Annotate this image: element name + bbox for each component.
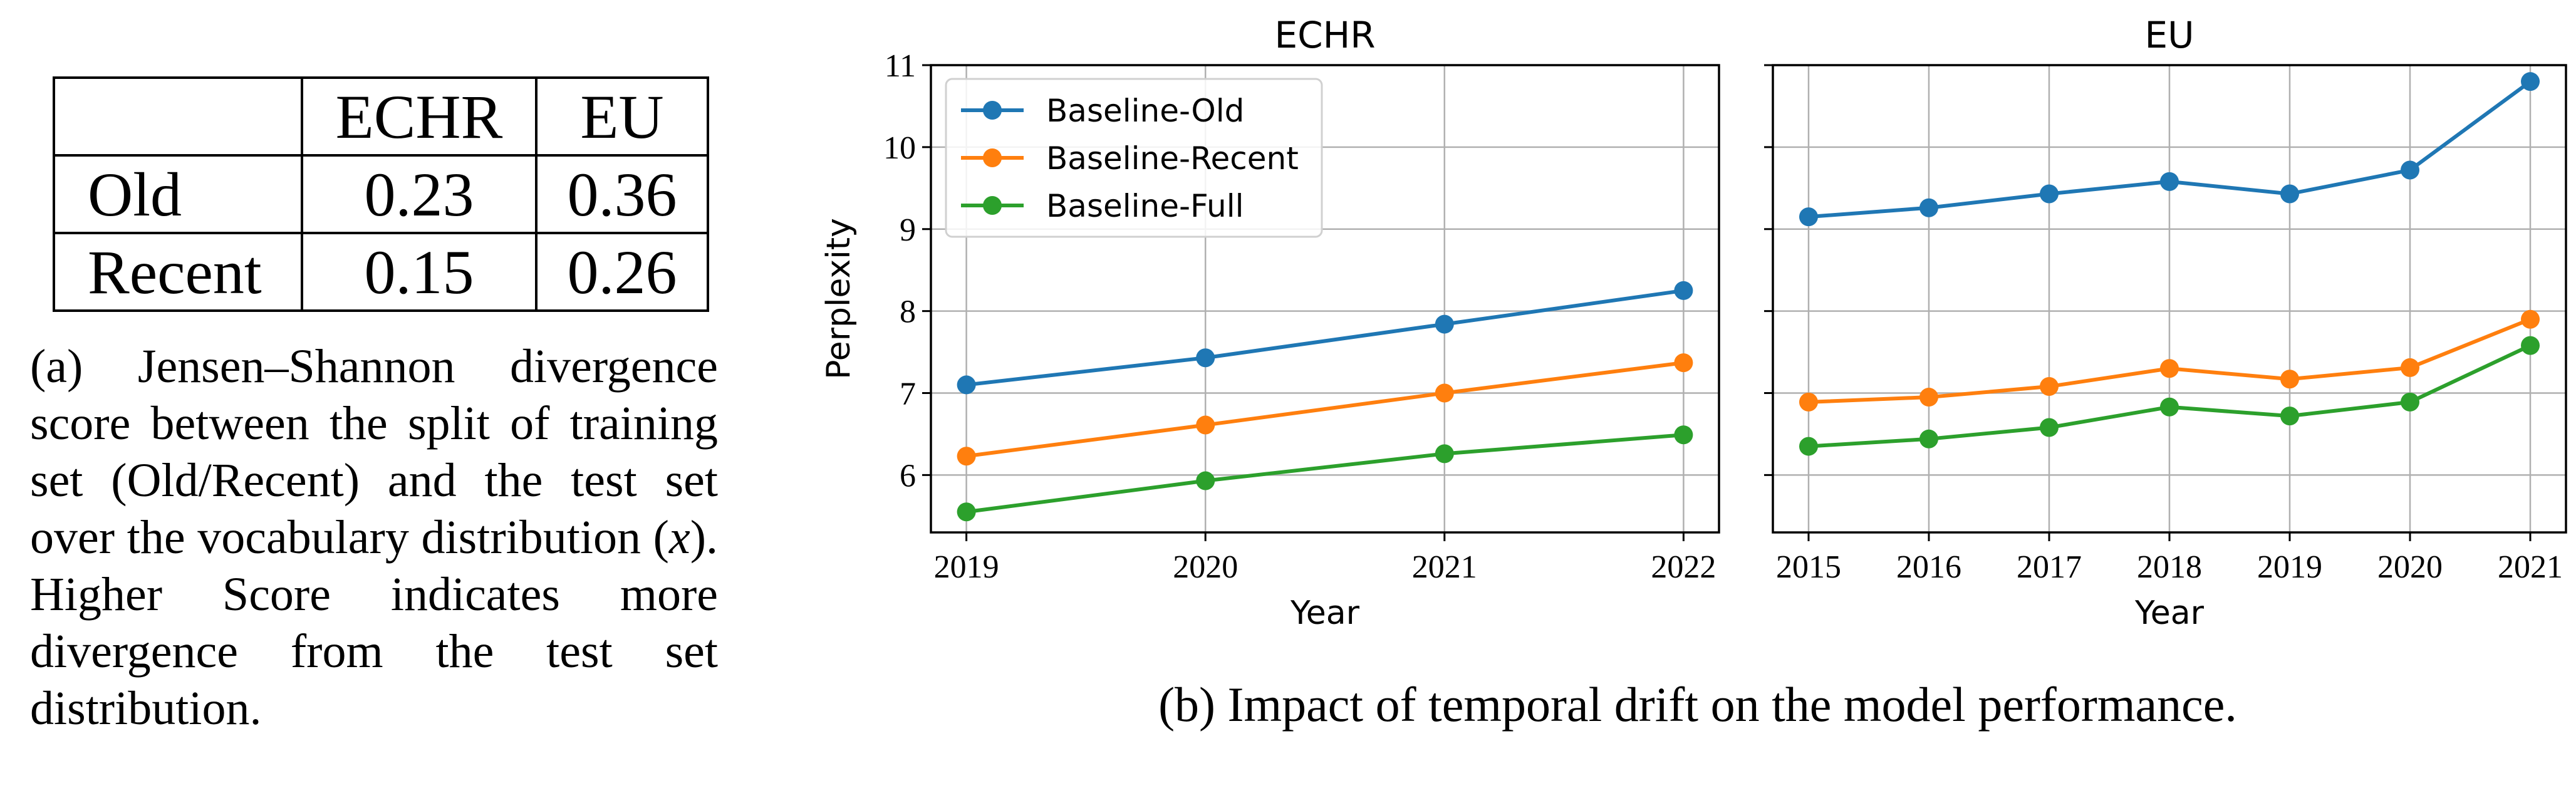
data-point — [1919, 429, 1938, 448]
chart-panel-echr: 2019 2020 2021 2022 6 7 8 9 10 11 ECHR Year Perplexi… — [820, 14, 1720, 632]
series-baseline-old — [957, 281, 1693, 395]
panel-title-eu: EU — [2144, 14, 2194, 56]
x-tick-label: 2022 — [1651, 549, 1716, 585]
series-baseline-full — [1799, 336, 2540, 456]
x-tick-label: 2016 — [1896, 549, 1961, 585]
y-axis-label: Perplexity — [820, 218, 858, 380]
caption-a-suffix: ). Higher Score indicates more divergenc… — [30, 511, 718, 735]
x-axis-label: Year — [1290, 594, 1360, 632]
legend-entry: Baseline-Old — [1046, 93, 1244, 129]
data-point — [1196, 348, 1215, 368]
data-point — [1435, 314, 1454, 334]
data-point — [2401, 160, 2420, 180]
legend-marker — [983, 148, 1002, 167]
legend-entry: Baseline-Recent — [1046, 140, 1299, 177]
y-tick-label: 9 — [900, 212, 916, 248]
data-point — [2521, 309, 2540, 329]
series-baseline-full — [957, 425, 1693, 522]
data-point — [2401, 358, 2420, 377]
data-point — [2039, 377, 2059, 396]
data-point — [1435, 444, 1454, 464]
data-point — [1799, 392, 1818, 412]
data-point — [957, 447, 976, 466]
legend: Baseline-Old Baseline-Recent Baseline-Full — [945, 78, 1323, 238]
data-point — [2160, 172, 2179, 191]
series-baseline-recent — [957, 353, 1693, 466]
data-point — [1674, 281, 1693, 300]
caption-a: (a) Jensen–Shannon divergence score betw… — [30, 338, 718, 737]
data-point — [1674, 353, 1693, 373]
table-header-echr: ECHR — [301, 76, 538, 157]
table-row: Old 0.23 0.36 — [53, 154, 709, 234]
data-point — [2039, 184, 2059, 204]
table-row-label: Recent — [53, 232, 303, 312]
series-line — [966, 288, 1684, 387]
x-tick-label: 2019 — [2257, 549, 2322, 585]
x-tick-label: 2020 — [2377, 549, 2443, 585]
data-point — [1674, 425, 1693, 445]
data-point — [1196, 471, 1215, 490]
legend-marker — [983, 196, 1002, 215]
caption-a-variable: x — [668, 511, 690, 564]
x-tick-label: 2015 — [1776, 549, 1841, 585]
data-point — [1919, 198, 1938, 217]
table-cell-eu: 0.26 — [535, 232, 709, 312]
legend-entry: Baseline-Full — [1046, 188, 1244, 224]
data-point — [1799, 207, 1818, 227]
data-point — [2280, 370, 2300, 389]
table-header-eu: EU — [535, 76, 709, 157]
data-point — [957, 502, 976, 522]
series-line — [966, 433, 1684, 514]
data-point — [1799, 437, 1818, 456]
panel-title-echr: ECHR — [1274, 14, 1375, 56]
data-point — [2280, 184, 2300, 204]
series-baseline-recent — [1799, 309, 2540, 412]
table-header-empty — [53, 76, 303, 157]
x-tick-label: 2018 — [2137, 549, 2202, 585]
caption-b: (b) Impact of temporal drift on the mode… — [1158, 677, 2237, 732]
y-tick-label: 6 — [900, 458, 916, 494]
legend-marker — [983, 101, 1002, 120]
chart-panel-eu: 2015 2016 2017 2018 2019 2020 2021 EU Year — [1764, 14, 2567, 632]
table-row: Recent 0.15 0.26 — [53, 232, 709, 312]
data-point — [2401, 392, 2420, 412]
data-point — [2039, 418, 2059, 437]
table-row-label: Old — [53, 154, 303, 234]
data-point — [2160, 359, 2179, 378]
data-point — [2160, 397, 2179, 417]
series-line — [966, 361, 1684, 459]
x-tick-label: 2021 — [1412, 549, 1477, 585]
series-baseline-old — [1799, 72, 2540, 227]
legend-box — [945, 78, 1323, 238]
caption-a-prefix: (a) Jensen–Shannon divergence score betw… — [30, 340, 718, 564]
jsd-table: ECHR EU Old 0.23 0.36 Recent 0.15 0.26 — [53, 76, 709, 312]
x-tick-label: 2019 — [934, 549, 999, 585]
table-cell-echr: 0.15 — [301, 232, 538, 312]
y-tick-label: 10 — [883, 130, 916, 166]
table-cell-echr: 0.23 — [301, 154, 538, 234]
y-tick-label: 8 — [900, 294, 916, 330]
data-point — [1435, 383, 1454, 403]
data-point — [957, 375, 976, 395]
x-tick-label: 2020 — [1173, 549, 1238, 585]
data-point — [1919, 388, 1938, 407]
data-point — [2521, 72, 2540, 91]
table-cell-eu: 0.36 — [535, 154, 709, 234]
x-tick-label: 2017 — [2017, 549, 2082, 585]
y-tick-label: 11 — [885, 48, 916, 84]
axes-frame — [930, 64, 1720, 534]
table-header-row: ECHR EU — [53, 76, 709, 157]
x-tick-label: 2021 — [2498, 549, 2563, 585]
data-point — [2280, 407, 2300, 426]
data-point — [2521, 336, 2540, 355]
y-tick-label: 7 — [900, 376, 916, 412]
x-axis-label: Year — [2134, 594, 2205, 632]
data-point — [1196, 415, 1215, 435]
